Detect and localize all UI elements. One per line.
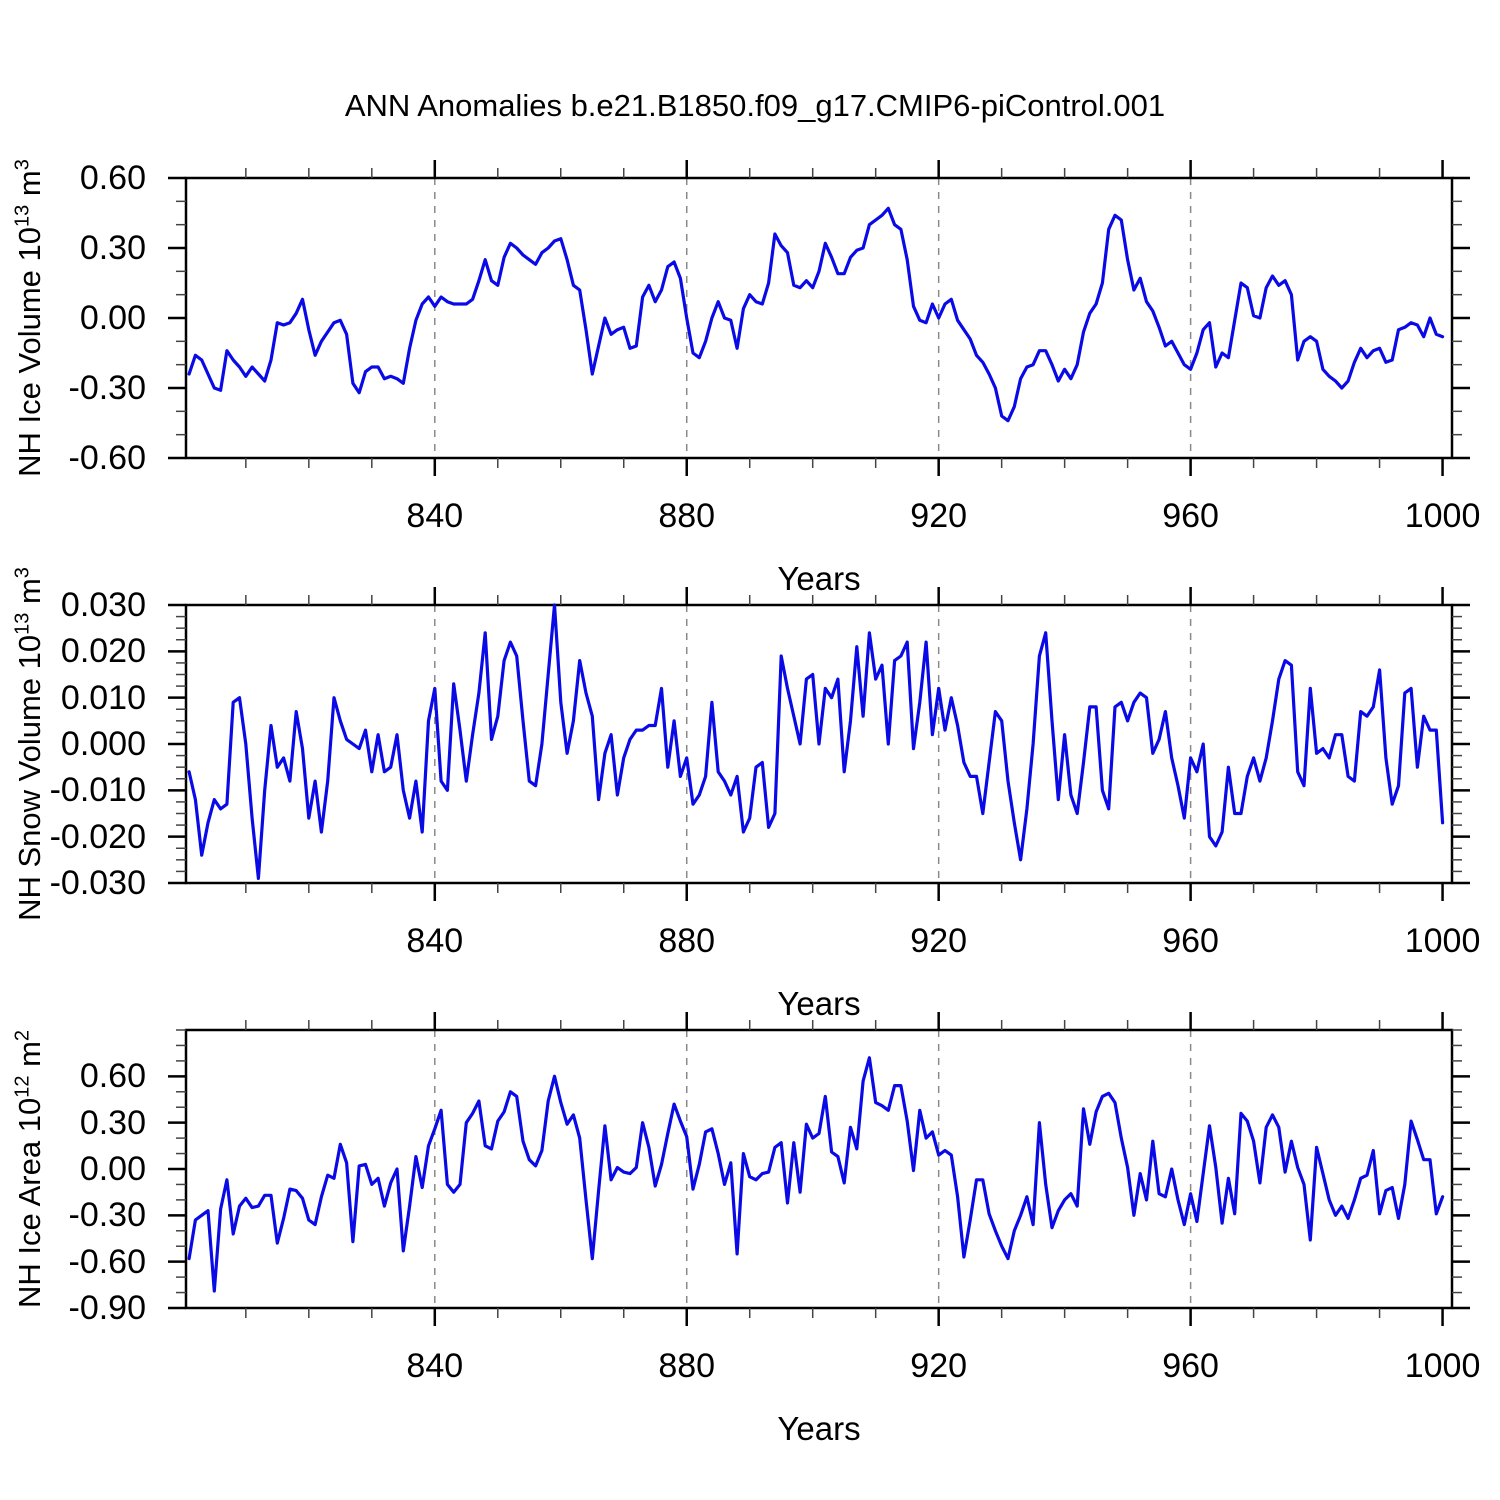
series-line-nh-ice-volume <box>187 206 1445 423</box>
x-axis-title: Years <box>777 1410 861 1447</box>
x-tick-label: 920 <box>910 1347 968 1385</box>
y-tick-label: -0.60 <box>68 1242 147 1281</box>
y-tick-label: 0.010 <box>60 678 146 717</box>
y-axis-title-unit-exponent: 2 <box>11 1029 34 1042</box>
x-axis-title: Years <box>777 985 861 1022</box>
y-axis-title-unit-exponent: 3 <box>11 567 34 579</box>
x-tick-label: 880 <box>658 1347 716 1385</box>
y-tick-label: 0.000 <box>60 725 146 763</box>
x-tick-label: 960 <box>1162 922 1219 960</box>
y-tick-label: 0.60 <box>79 159 146 197</box>
y-tick-label: -0.30 <box>68 1196 147 1235</box>
y-tick-label: -0.030 <box>49 864 146 902</box>
y-tick-label: -0.90 <box>68 1289 147 1327</box>
y-tick-label: 0.020 <box>60 632 146 671</box>
chart-title: ANN Anomalies b.e21.B1850.f09_g17.CMIP6-… <box>344 88 1166 123</box>
x-tick-label: 880 <box>658 922 716 960</box>
y-tick-label: 0.030 <box>60 586 146 624</box>
x-tick-label: 960 <box>1162 1347 1219 1385</box>
y-axis-title-exponent: 13 <box>11 204 34 227</box>
x-tick-label: 880 <box>658 497 716 535</box>
y-tick-label: 0.00 <box>79 299 146 337</box>
x-tick-label: 840 <box>406 497 464 535</box>
x-tick-label: 840 <box>406 922 464 960</box>
y-tick-label: 0.00 <box>79 1150 146 1188</box>
x-tick-label: 920 <box>910 497 968 535</box>
y-tick-label: -0.60 <box>68 439 147 477</box>
series-line-nh-ice-area <box>187 1056 1445 1293</box>
y-tick-label: -0.020 <box>49 817 146 856</box>
series-line-nh-snow-volume <box>187 603 1445 881</box>
plot-frame <box>184 176 1454 460</box>
y-tick-label: 0.30 <box>79 229 146 267</box>
x-tick-label: 920 <box>910 922 968 960</box>
x-tick-label: 840 <box>406 1347 464 1385</box>
x-tick-label: 1000 <box>1404 497 1481 535</box>
x-tick-label: 1000 <box>1404 1347 1481 1385</box>
y-tick-label: -0.30 <box>68 369 147 407</box>
y-tick-label: 0.30 <box>79 1103 146 1142</box>
x-axis-title: Years <box>777 560 861 597</box>
y-tick-label: 0.60 <box>79 1057 146 1096</box>
y-tick-label: -0.010 <box>49 771 146 810</box>
x-tick-label: 960 <box>1162 497 1219 535</box>
x-tick-label: 1000 <box>1404 922 1481 960</box>
